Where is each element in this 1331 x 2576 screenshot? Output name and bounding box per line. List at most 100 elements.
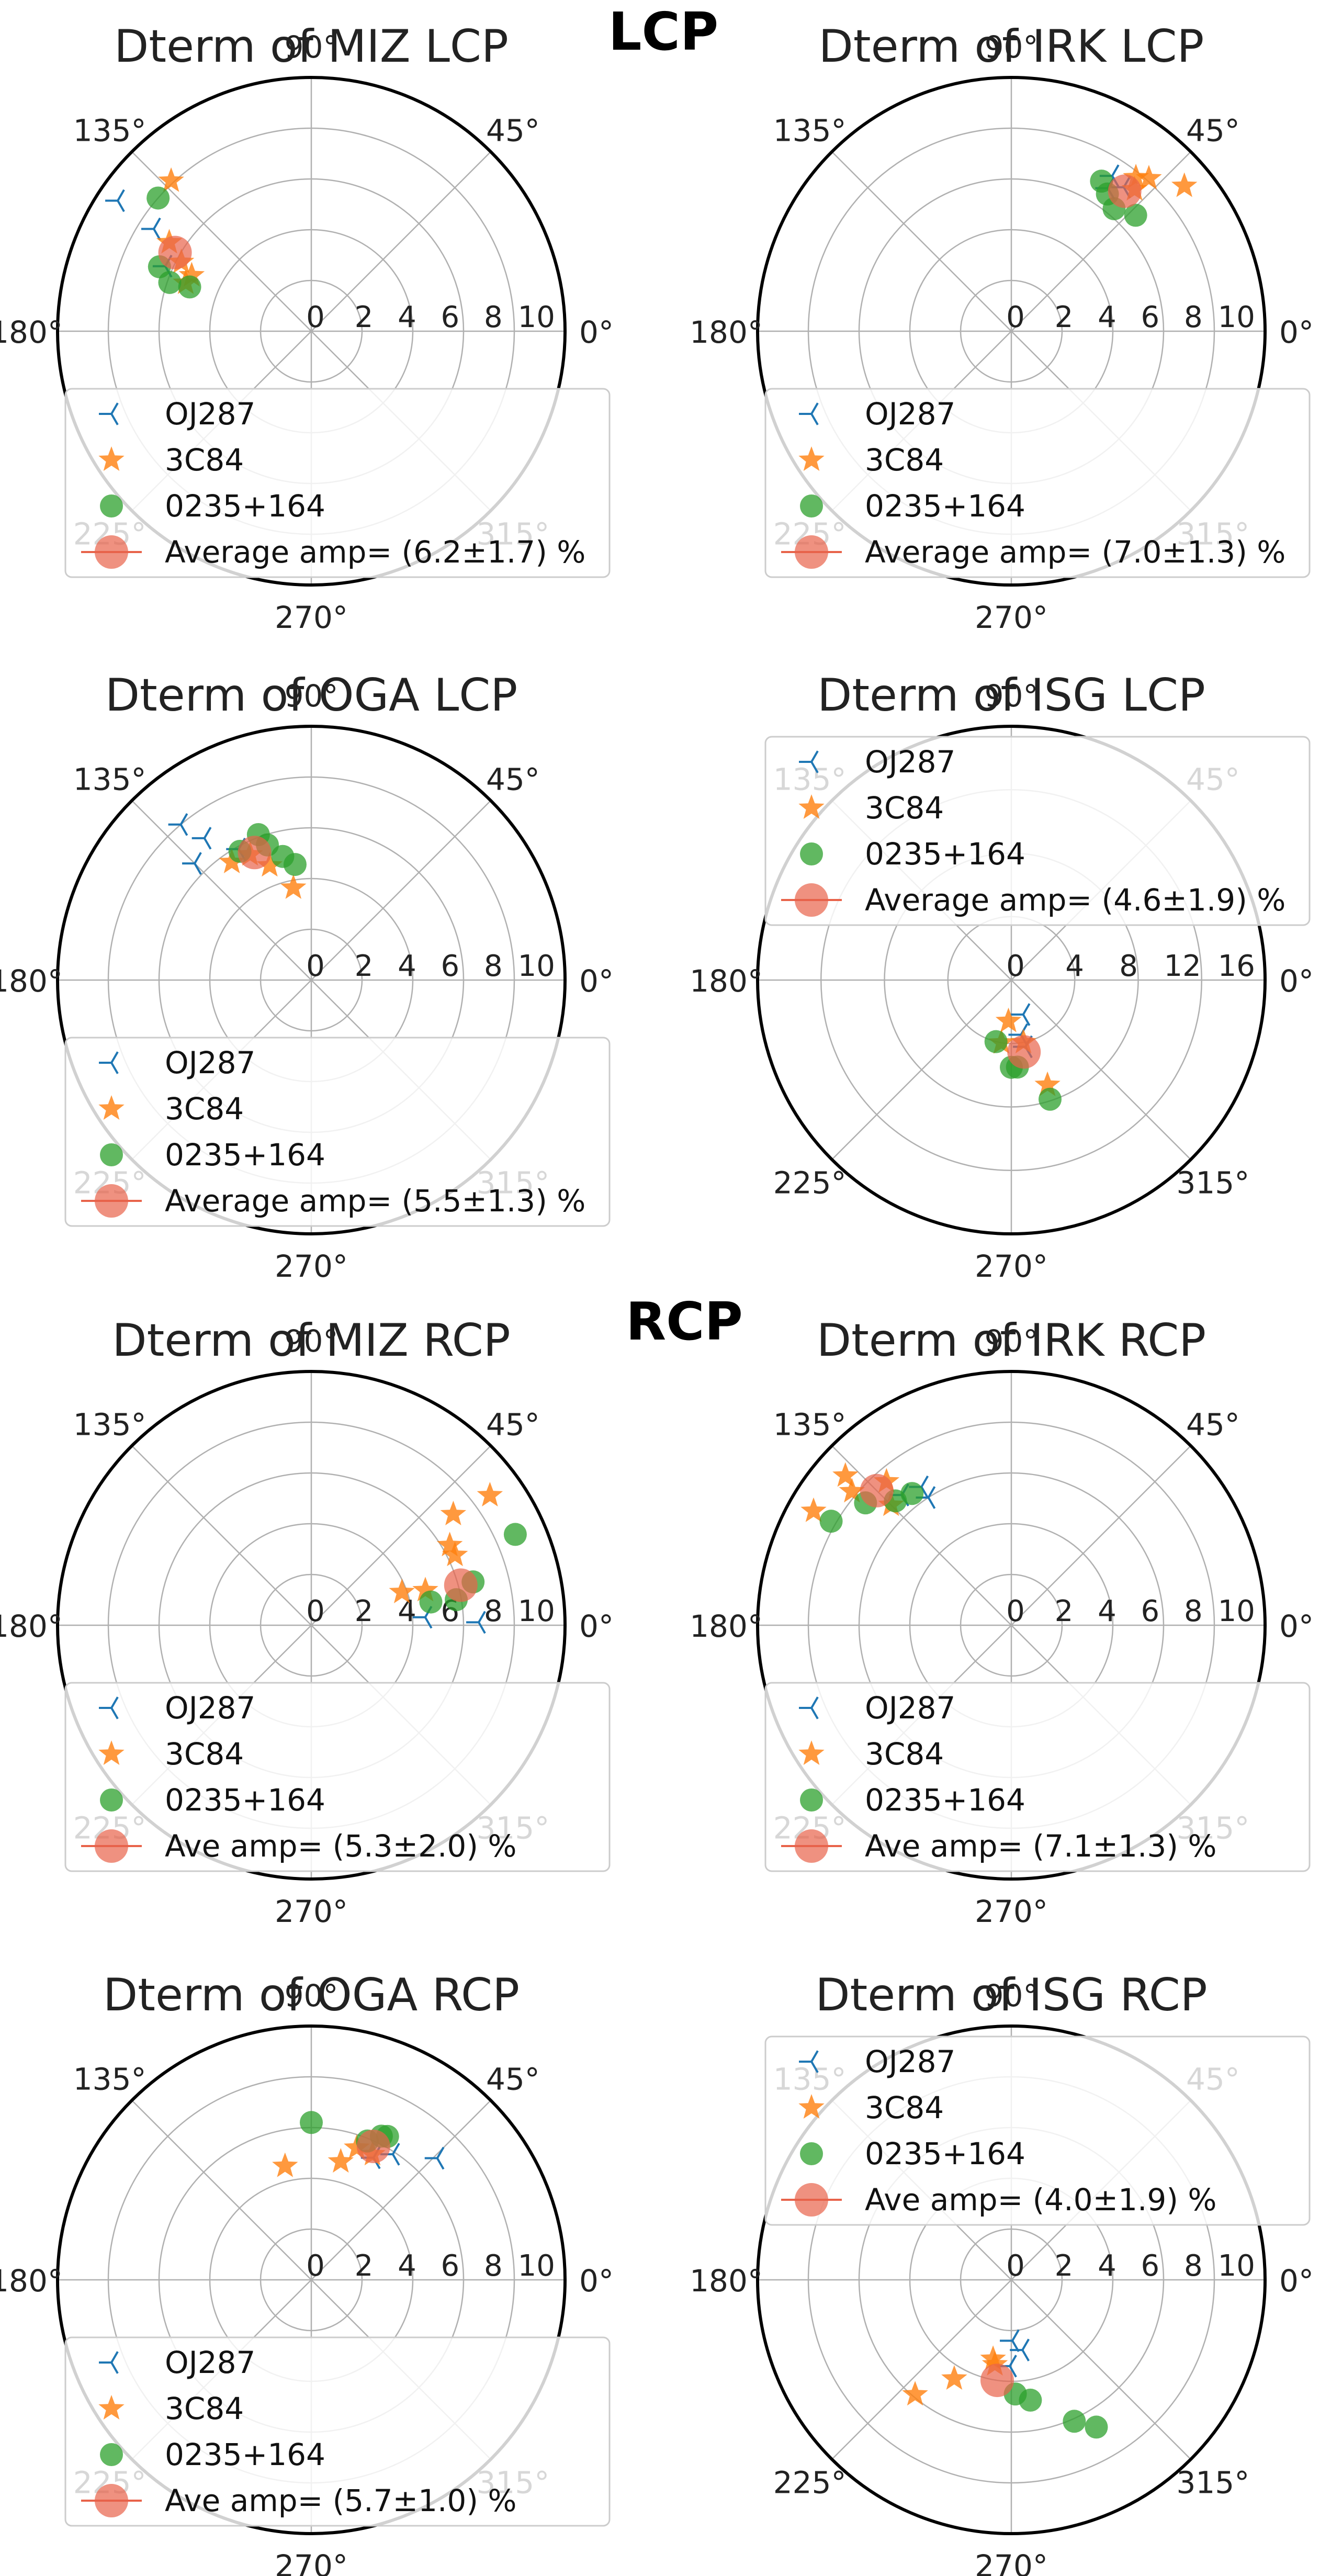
marker-average-1 <box>860 1473 894 1508</box>
angle-label: 45° <box>1186 1407 1240 1443</box>
legend-label: OJ287 <box>165 1690 255 1726</box>
legend-label: 3C84 <box>165 2391 244 2426</box>
marker-3c84-1 <box>272 2152 298 2177</box>
legend-label: Ave amp= (4.0±1.9) % <box>865 2182 1217 2218</box>
radial-tick-label: 6 <box>1141 300 1160 334</box>
legend: OJ287 3C84 0235+164 Ave amp= (5.3±2.0) % <box>64 1682 611 1872</box>
legend-box <box>764 388 1311 578</box>
legend-marker-average <box>795 883 828 917</box>
marker-oj287-1 <box>168 813 188 836</box>
marker-average-1 <box>158 235 192 269</box>
grid-spoke <box>131 800 312 981</box>
marker-oj287-2-spoke <box>927 1497 936 1509</box>
radial-tick-label: 4 <box>1098 1594 1116 1628</box>
marker-oj287-1-spoke <box>1022 1014 1031 1026</box>
angle-label: 0° <box>579 314 614 350</box>
legend-marker-average <box>95 1829 128 1863</box>
legend-label: OJ287 <box>865 1690 955 1726</box>
radial-tick-label: 10 <box>518 2249 555 2283</box>
legend-label: OJ287 <box>865 396 955 432</box>
angle-label: 90° <box>285 29 339 65</box>
marker-0235-3 <box>1063 2410 1086 2433</box>
angle-label: 45° <box>1186 113 1240 149</box>
legend-label: 0235+164 <box>865 1782 1025 1818</box>
legend-label: 3C84 <box>865 1736 944 1772</box>
marker-3c84-4 <box>800 1497 827 1522</box>
radial-tick-label: 4 <box>398 949 416 983</box>
marker-3c84-5 <box>178 262 205 287</box>
marker-oj287-1-spoke <box>117 189 125 201</box>
marker-oj287-1-spoke <box>920 1486 929 1499</box>
angle-label: 135° <box>73 2062 146 2097</box>
marker-oj287-2-spoke <box>478 1622 486 1634</box>
marker-average-1 <box>1108 174 1142 208</box>
legend: OJ287 3C84 0235+164 Ave amp= (7.1±1.3) % <box>764 1682 1311 1872</box>
marker-oj287-2-spoke <box>1009 2355 1017 2367</box>
radial-tick-label: 0 <box>1006 300 1025 334</box>
legend-label: 0235+164 <box>165 488 325 524</box>
legend-marker-oj287-spoke <box>810 750 819 762</box>
angle-label: 135° <box>773 113 847 149</box>
angle-label: 45° <box>486 762 540 797</box>
radial-tick-label: 6 <box>441 2249 460 2283</box>
marker-3c84-4 <box>389 1579 415 1603</box>
legend-marker-3c84 <box>98 1740 125 1765</box>
marker-oj287-2-spoke <box>927 1486 936 1498</box>
radial-tick-label: 0 <box>306 1594 325 1628</box>
radial-tick-label: 10 <box>1218 300 1255 334</box>
marker-3c84-1 <box>832 1462 859 1487</box>
marker-oj287-1-spoke <box>424 1616 433 1629</box>
angle-label: 0° <box>1279 314 1314 350</box>
marker-3c84-4 <box>280 874 307 899</box>
marker-0235-1 <box>146 186 170 210</box>
angle-label: 90° <box>285 678 339 714</box>
legend-label: 0235+164 <box>165 2437 325 2472</box>
legend-label: Ave amp= (5.3±2.0) % <box>165 1828 517 1864</box>
polar-chart-6: Dterm of IRK RCP0°45°90°135°180°225°270°… <box>690 1314 1314 1929</box>
chart-title: Dterm of IRK RCP <box>817 1314 1206 1367</box>
marker-oj287-2-spoke <box>203 827 212 839</box>
marker-0235-1 <box>984 1030 1008 1053</box>
polar-chart-3: Dterm of OGA LCP0°45°90°135°180°225°270°… <box>0 669 614 1284</box>
marker-average-1 <box>980 2364 1014 2398</box>
angle-label: 180° <box>0 314 63 350</box>
grid-spoke <box>1011 1445 1191 1626</box>
legend: OJ287 3C84 0235+164 Average amp= (5.5±1.3) … <box>64 1037 611 1227</box>
angle-label: 180° <box>0 1608 63 1644</box>
legend-marker-oj287-spoke <box>110 413 119 425</box>
marker-oj287-3-spoke <box>436 2146 445 2159</box>
angle-label: 225° <box>773 2465 847 2500</box>
radial-tick-label: 8 <box>1119 949 1138 983</box>
marker-oj287-1-spoke <box>1111 164 1120 177</box>
grid-spoke <box>311 2100 491 2280</box>
radial-tick-label: 8 <box>484 1594 503 1628</box>
angle-label: 45° <box>486 1407 540 1443</box>
legend-label: 0235+164 <box>865 836 1025 872</box>
legend-label: 3C84 <box>165 1091 244 1127</box>
marker-0235-4 <box>1124 204 1147 227</box>
angle-label: 0° <box>579 2263 614 2299</box>
marker-oj287-1 <box>1010 1003 1031 1026</box>
legend-marker-oj287-spoke <box>110 2351 119 2363</box>
polar-chart-1: Dterm of MIZ LCP0°45°90°135°180°225°270°… <box>0 20 614 635</box>
marker-0235-1 <box>300 2111 323 2134</box>
radial-tick-label: 0 <box>306 2249 325 2283</box>
grid-spoke <box>831 2279 1012 2460</box>
marker-oj287-2-spoke <box>203 837 212 850</box>
marker-3c84-2 <box>839 1478 865 1503</box>
marker-oj287-1-spoke <box>179 813 188 825</box>
grid-spoke <box>831 151 1012 332</box>
radial-tick-label: 8 <box>1184 2249 1203 2283</box>
legend: OJ287 3C84 0235+164 Average amp= (4.6±1.9) … <box>764 736 1311 926</box>
marker-oj287-4 <box>182 852 202 875</box>
chart-title: Dterm of ISG LCP <box>817 669 1205 722</box>
legend-marker-3c84 <box>98 446 125 471</box>
chart-title: Dterm of OGA RCP <box>103 1969 520 2021</box>
marker-oj287-1 <box>1000 2329 1020 2353</box>
marker-0235-2 <box>419 1590 443 1614</box>
marker-oj287-3-spoke <box>436 2157 445 2170</box>
chart-title: Dterm of MIZ RCP <box>112 1314 510 1367</box>
radial-tick-label: 10 <box>518 300 555 334</box>
legend-marker-oj287 <box>799 2050 819 2073</box>
legend-marker-0235 <box>800 2142 823 2165</box>
